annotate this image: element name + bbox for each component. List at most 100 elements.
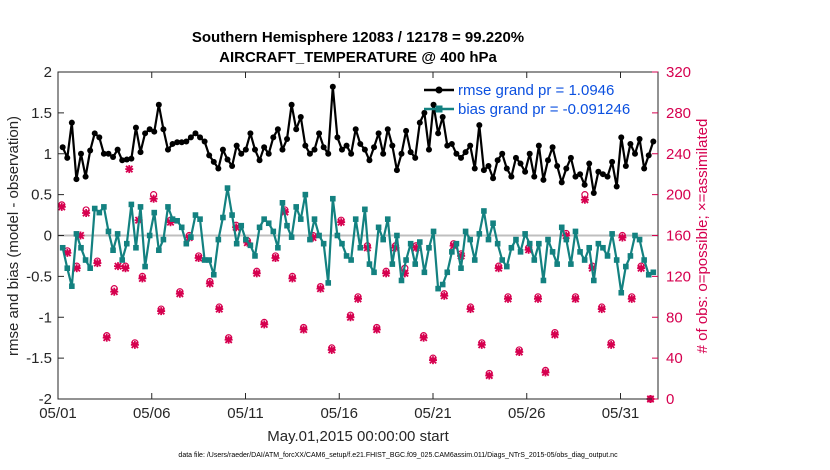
y-tick-label: 1 — [44, 146, 52, 163]
bias-point — [540, 277, 547, 284]
rmse-point — [467, 142, 474, 149]
rmse-point — [531, 173, 538, 180]
rmse-point — [343, 142, 350, 149]
bias-point — [458, 265, 464, 271]
legend-rmse-label: rmse grand pr = 1.0946 — [458, 82, 614, 99]
bias-point — [137, 204, 144, 210]
bias-point — [183, 240, 190, 247]
rmse-point — [68, 119, 75, 126]
obs-assimilated-marker — [260, 320, 269, 329]
bias-point — [375, 224, 382, 231]
bias-point — [320, 240, 327, 247]
legend-rmse-marker — [435, 86, 443, 94]
rmse-point — [201, 138, 208, 145]
rmse-point — [320, 144, 327, 151]
bias-point — [508, 244, 515, 251]
rmse-point — [105, 150, 112, 157]
obs-assimilated-marker — [215, 305, 224, 314]
rmse-point — [471, 165, 478, 172]
bias-point — [343, 253, 350, 259]
obs-assimilated-marker — [477, 340, 486, 349]
bias-point — [288, 234, 295, 240]
rmse-point — [526, 150, 533, 157]
rmse-point — [233, 142, 240, 149]
x-tick-label: 05/21 — [414, 405, 452, 422]
rmse-point — [302, 142, 309, 149]
rmse-point — [187, 134, 194, 141]
rmse-point — [380, 150, 387, 157]
bias-point — [220, 214, 226, 221]
rmse-point — [435, 130, 442, 137]
rmse-point — [503, 165, 510, 172]
bias-point — [275, 244, 281, 251]
y-axis-ticks: -2 -1.5 -1 -0.5 0 0.5 1 1.5 2 — [26, 64, 64, 408]
bias-point — [316, 232, 322, 239]
rmse-point — [512, 154, 519, 161]
bias-point — [297, 216, 304, 222]
rmse-point — [549, 144, 556, 151]
rmse-point — [641, 165, 648, 172]
rmse-point — [563, 165, 570, 172]
rmse-point — [636, 136, 643, 143]
rmse-point — [151, 128, 158, 135]
x-axis-ticks: 05/01 05/06 05/11 05/16 05/21 05/26 05/31 — [39, 72, 639, 422]
rmse-point — [357, 140, 364, 147]
rmse-point — [567, 154, 574, 161]
bias-point — [82, 257, 89, 263]
rmse-point — [87, 147, 94, 154]
obs-assimilated-marker — [102, 333, 111, 342]
obs-assimilated-marker — [429, 356, 437, 365]
bias-point — [517, 249, 524, 255]
bias-point — [572, 228, 579, 235]
obs-assimilated-marker — [194, 253, 203, 262]
obs-assimilated-marker — [571, 294, 580, 303]
rmse-point — [270, 134, 277, 141]
y-tick-label: -0.5 — [26, 268, 52, 285]
y2-tick-label: 40 — [666, 350, 683, 367]
rmse-point — [288, 101, 295, 108]
bias-point — [490, 220, 496, 227]
rmse-point — [261, 144, 268, 151]
bias-point — [128, 201, 135, 208]
obs-assimilated-marker — [110, 287, 119, 296]
rmse-point — [645, 152, 652, 159]
rmse-point — [490, 175, 497, 182]
rmse-point — [78, 150, 85, 157]
bias-point — [252, 253, 258, 259]
bias-point — [284, 222, 290, 229]
rmse-point — [522, 168, 529, 175]
obs-assimilated-marker — [485, 371, 494, 380]
rmse-point — [96, 134, 103, 141]
rmse-point — [316, 130, 323, 137]
obs-assimilated-marker — [121, 264, 130, 273]
bias-point — [600, 244, 606, 251]
bias-point — [641, 257, 647, 263]
bias-point — [210, 271, 217, 278]
y2-tick-label: 320 — [666, 64, 691, 81]
bias-point — [256, 224, 263, 231]
rmse-point — [110, 154, 117, 161]
rmse-point — [577, 171, 584, 178]
bias-point — [165, 204, 171, 210]
obs-assimilated-marker — [337, 218, 346, 227]
rmse-point — [206, 152, 213, 159]
rmse-point — [238, 150, 245, 157]
bias-point — [114, 231, 121, 237]
rmse-point — [119, 157, 126, 164]
rmse-point — [535, 142, 542, 149]
bias-point — [87, 265, 93, 271]
bias-point — [192, 212, 199, 218]
rmse-point — [604, 173, 611, 180]
obs-assimilated-marker — [580, 195, 589, 204]
rmse-point — [338, 146, 345, 153]
bias-point — [609, 231, 615, 237]
bias-point — [197, 216, 203, 222]
bias-point — [439, 281, 446, 288]
rmse-point — [174, 139, 181, 146]
obs-assimilated-marker — [607, 340, 616, 349]
rmse-point — [384, 126, 391, 133]
rmse-point — [444, 142, 451, 149]
bias-point — [577, 249, 583, 255]
bias-point — [384, 216, 391, 222]
rmse-point — [499, 150, 506, 157]
